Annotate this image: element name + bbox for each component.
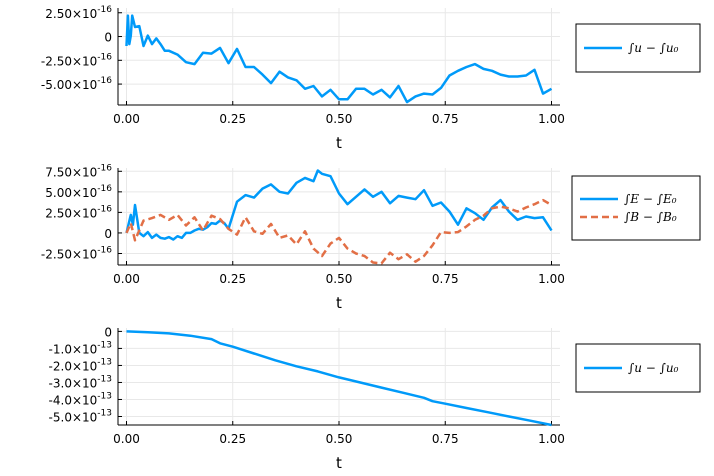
y-tick-label: -3.0×10-13 (49, 374, 112, 390)
y-tick-label: 0 (104, 227, 112, 241)
series-line-1 (125, 14, 553, 104)
x-tick-label: 0.00 (113, 112, 140, 126)
x-tick-label: 0.00 (113, 432, 140, 446)
y-tick-label: 5.00×10-16 (45, 184, 112, 200)
plot-1: 0.00 0.25 0.50 0.75 1.00 2.50×10-16 0 -2.50×10-… (41, 5, 701, 152)
legend-label: ∫u − ∫u₀ (628, 41, 679, 55)
y-tick-label: -5.0×10-13 (49, 408, 112, 424)
y-tick-label: 0 (104, 325, 112, 339)
series-line-1 (126, 330, 552, 427)
y-tick-label: 7.50×10-16 (45, 163, 112, 179)
x-tick-label: 0.75 (432, 432, 459, 446)
x-tick-label: 1.00 (538, 432, 565, 446)
x-tick-label: 0.75 (432, 112, 459, 126)
x-tick-label: 0.25 (219, 432, 246, 446)
x-axis-title: t (336, 294, 342, 312)
y-tick-label: 2.50×10-16 (45, 5, 112, 21)
y-tick-label: -2.50×10-16 (41, 52, 112, 68)
y-tick-label: -1.0×10-13 (49, 340, 112, 356)
legend-label: ∫u − ∫u₀ (628, 361, 679, 375)
legend-label: ∫E − ∫E₀ (624, 192, 677, 206)
x-axis-title: t (336, 454, 342, 472)
x-tick-label: 1.00 (538, 112, 565, 126)
series-line-1 (125, 169, 553, 241)
x-tick-label: 0.00 (113, 272, 140, 286)
y-tick-label: 2.50×10-16 (45, 204, 112, 220)
x-tick-label: 0.50 (326, 272, 353, 286)
legend-box (571, 175, 701, 241)
y-tick-label: 0 (104, 31, 112, 45)
x-tick-label: 1.00 (538, 272, 565, 286)
x-tick-label: 0.25 (219, 112, 246, 126)
legend-label: ∫B − ∫B₀ (624, 210, 677, 224)
legend: ∫u − ∫u₀ (575, 23, 701, 73)
x-tick-label: 0.50 (326, 432, 353, 446)
y-tick-label: -2.50×10-16 (41, 245, 112, 261)
legend: ∫E − ∫E₀ ∫B − ∫B₀ (571, 175, 701, 241)
x-tick-label: 0.25 (219, 272, 246, 286)
legend: ∫u − ∫u₀ (575, 343, 701, 393)
y-tick-label: -4.0×10-13 (49, 391, 112, 407)
x-tick-label: 0.75 (432, 272, 459, 286)
y-tick-label: -5.00×10-16 (41, 76, 112, 92)
plot-3: 0.00 0.25 0.50 0.75 1.00 0-1.0×10-13-2.0×10-1… (49, 325, 701, 472)
x-axis-title: t (336, 134, 342, 152)
plot-2: 0.00 0.25 0.50 0.75 1.00 7.50×10-16 5.00×10-16… (41, 163, 701, 312)
x-tick-label: 0.50 (326, 112, 353, 126)
y-tick-label: -2.0×10-13 (49, 357, 112, 373)
